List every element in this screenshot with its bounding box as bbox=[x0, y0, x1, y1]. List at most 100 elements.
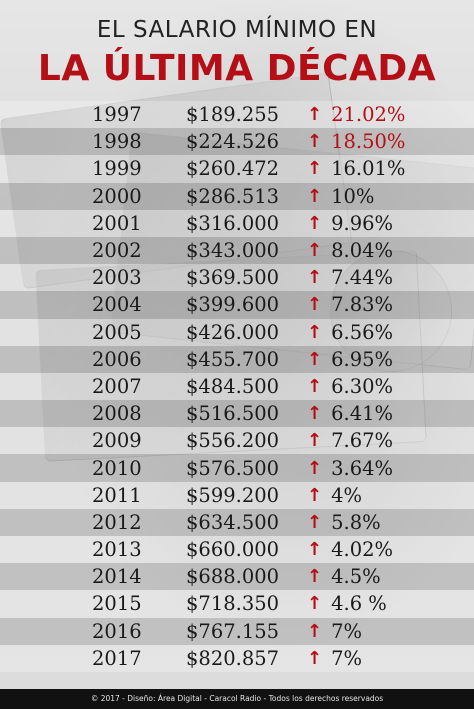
year-cell: 2003 bbox=[92, 266, 142, 290]
page-subtitle: EL SALARIO MÍNIMO EN bbox=[96, 17, 378, 43]
salary-cell: $767.155 bbox=[186, 619, 280, 643]
year-cell: 2007 bbox=[92, 374, 142, 398]
up-arrow-icon: ↑ bbox=[307, 240, 323, 262]
year-cell: 2005 bbox=[92, 320, 142, 344]
salary-cell: $369.500 bbox=[186, 266, 280, 290]
up-arrow-icon: ↑ bbox=[307, 185, 323, 207]
salary-cell: $820.857 bbox=[186, 646, 280, 670]
up-arrow-icon: ↑ bbox=[307, 647, 323, 669]
salary-cell: $718.350 bbox=[186, 592, 280, 616]
change-value: 6.56% bbox=[331, 320, 394, 344]
salary-cell: $189.255 bbox=[186, 103, 280, 127]
table-row: 2002 $343.000 ↑ 8.04% bbox=[0, 236, 474, 265]
salary-cell: $316.000 bbox=[186, 211, 280, 235]
salary-cell: $286.513 bbox=[186, 184, 280, 208]
table-row: 2001 $316.000 ↑ 9.96% bbox=[0, 209, 474, 237]
change-cell: ↑ 7% bbox=[307, 620, 362, 643]
change-cell: ↑ 4.5% bbox=[307, 565, 381, 588]
up-arrow-icon: ↑ bbox=[307, 321, 323, 343]
change-value: 16.01% bbox=[331, 157, 406, 181]
change-cell: ↑ 6.30% bbox=[307, 375, 393, 398]
change-value: 8.04% bbox=[331, 239, 394, 263]
table-row: 2013 $660.000 ↑ 4.02% bbox=[0, 536, 474, 564]
table-row: 2017 $820.857 ↑ 7% bbox=[0, 644, 474, 672]
change-cell: ↑ 4.6 % bbox=[307, 592, 387, 615]
table-row: 2007 $484.500 ↑ 6.30% bbox=[0, 372, 474, 401]
change-value: 7.67% bbox=[331, 429, 394, 453]
table-row: 2004 $399.600 ↑ 7.83% bbox=[0, 291, 474, 319]
change-cell: ↑ 10% bbox=[307, 185, 374, 208]
change-cell: ↑ 7.67% bbox=[307, 429, 393, 452]
table-row: 2012 $634.500 ↑ 5.8% bbox=[0, 508, 474, 536]
table-row: 2008 $516.500 ↑ 6.41% bbox=[0, 400, 474, 428]
year-cell: 2010 bbox=[92, 456, 142, 480]
table-row: 2009 $556.200 ↑ 7.67% bbox=[0, 427, 474, 455]
salary-cell: $260.472 bbox=[186, 157, 280, 181]
table-row: 2014 $688.000 ↑ 4.5% bbox=[0, 563, 474, 591]
table-row: 2016 $767.155 ↑ 7% bbox=[0, 617, 474, 645]
up-arrow-icon: ↑ bbox=[307, 104, 323, 126]
up-arrow-icon: ↑ bbox=[307, 294, 323, 316]
change-value: 10% bbox=[331, 184, 375, 208]
change-cell: ↑ 18.50% bbox=[307, 130, 405, 153]
year-cell: 2016 bbox=[92, 619, 142, 643]
change-cell: ↑ 4% bbox=[307, 484, 362, 507]
table-row: 2003 $369.500 ↑ 7.44% bbox=[0, 264, 474, 292]
change-cell: ↑ 7.83% bbox=[307, 293, 393, 316]
change-value: 21.02% bbox=[331, 103, 406, 127]
coin-background-image bbox=[330, 250, 452, 372]
change-value: 4.5% bbox=[331, 565, 381, 589]
salary-cell: $224.526 bbox=[186, 130, 280, 154]
change-value: 7.44% bbox=[331, 266, 394, 290]
change-cell: ↑ 6.56% bbox=[307, 321, 393, 344]
year-cell: 1999 bbox=[92, 157, 142, 181]
salary-cell: $688.000 bbox=[186, 565, 280, 589]
year-cell: 2017 bbox=[92, 646, 142, 670]
salary-cell: $455.700 bbox=[186, 347, 280, 371]
year-cell: 2011 bbox=[92, 483, 142, 507]
up-arrow-icon: ↑ bbox=[307, 131, 323, 153]
salary-cell: $556.200 bbox=[186, 429, 280, 453]
change-cell: ↑ 16.01% bbox=[307, 157, 405, 180]
salary-cell: $634.500 bbox=[186, 510, 280, 534]
change-value: 6.30% bbox=[331, 374, 394, 398]
change-cell: ↑ 21.02% bbox=[307, 103, 405, 126]
change-value: 18.50% bbox=[331, 130, 406, 154]
change-cell: ↑ 7% bbox=[307, 647, 362, 670]
change-cell: ↑ 8.04% bbox=[307, 239, 393, 262]
up-arrow-icon: ↑ bbox=[307, 457, 323, 479]
up-arrow-icon: ↑ bbox=[307, 375, 323, 397]
year-cell: 2000 bbox=[92, 184, 142, 208]
up-arrow-icon: ↑ bbox=[307, 593, 323, 615]
salary-cell: $426.000 bbox=[186, 320, 280, 344]
table-row: 2011 $599.200 ↑ 4% bbox=[0, 481, 474, 509]
salary-cell: $660.000 bbox=[186, 538, 280, 562]
change-value: 4.6 % bbox=[331, 592, 387, 616]
table-row: 2006 $455.700 ↑ 6.95% bbox=[0, 345, 474, 373]
change-value: 4% bbox=[331, 483, 363, 507]
change-value: 7% bbox=[331, 646, 363, 670]
change-cell: ↑ 4.02% bbox=[307, 538, 393, 561]
table-row: 1998 $224.526 ↑ 18.50% bbox=[0, 128, 474, 156]
change-cell: ↑ 5.8% bbox=[307, 511, 381, 534]
year-cell: 2008 bbox=[92, 402, 142, 426]
table-row: 2000 $286.513 ↑ 10% bbox=[0, 182, 474, 210]
table-row: 1999 $260.472 ↑ 16.01% bbox=[0, 155, 474, 183]
up-arrow-icon: ↑ bbox=[307, 484, 323, 506]
year-cell: 2012 bbox=[92, 510, 142, 534]
year-cell: 1998 bbox=[92, 130, 142, 154]
year-cell: 1997 bbox=[92, 103, 142, 127]
up-arrow-icon: ↑ bbox=[307, 158, 323, 180]
change-cell: ↑ 6.41% bbox=[307, 402, 393, 425]
salary-cell: $399.600 bbox=[186, 293, 280, 317]
up-arrow-icon: ↑ bbox=[307, 539, 323, 561]
change-value: 7.83% bbox=[331, 293, 394, 317]
year-cell: 2004 bbox=[92, 293, 142, 317]
table-row: 2010 $576.500 ↑ 3.64% bbox=[0, 454, 474, 482]
year-cell: 2009 bbox=[92, 429, 142, 453]
footer-credit: © 2017 - Diseño: Área Digital - Caracol … bbox=[0, 689, 474, 709]
salary-cell: $343.000 bbox=[186, 239, 280, 263]
year-cell: 2014 bbox=[92, 565, 142, 589]
change-cell: ↑ 9.96% bbox=[307, 212, 393, 235]
salary-table: 1997 $189.255 ↑ 21.02% 1998 $224.526 ↑ 18.50% 19… bbox=[0, 101, 474, 672]
